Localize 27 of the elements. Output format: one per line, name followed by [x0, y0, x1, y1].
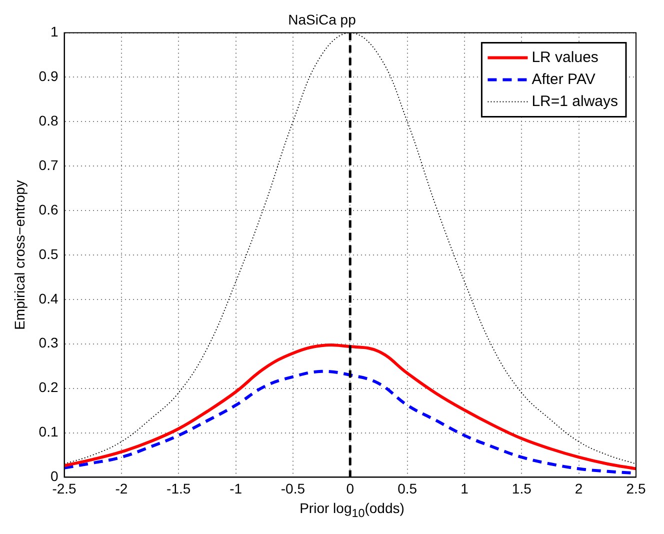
- chart-title: NaSiCa pp: [288, 11, 356, 28]
- y-tick-label: 0.7: [38, 156, 58, 173]
- legend-label: After PAV: [532, 70, 596, 88]
- x-tick-label: -1.5: [166, 480, 191, 496]
- y-tick-label: 0.3: [38, 334, 58, 351]
- y-tick-label: 0.2: [38, 379, 58, 396]
- y-tick-label: 0.8: [38, 112, 58, 129]
- y-tick-label: 0.9: [38, 68, 58, 84]
- line-series: [64, 344, 636, 470]
- y-axis-title: Empirical cross−entropy: [11, 180, 28, 330]
- x-axis-title: Prior log$_{10}$(odds): [298, 500, 406, 520]
- y-tick-label: 0.1: [38, 424, 58, 440]
- x-tick-label: 0: [346, 480, 354, 496]
- x-tick-label: -0.5: [280, 480, 306, 496]
- y-tick-label: 0.5: [38, 246, 58, 262]
- x-tick-label: 0.5: [398, 480, 418, 496]
- x-tick-label: 1: [460, 480, 469, 496]
- x-tick-label: 2: [574, 480, 583, 496]
- x-tick-label: 1.5: [512, 480, 532, 496]
- legend-label: LR values: [532, 48, 598, 66]
- x-tick-label: 2.5: [626, 480, 646, 496]
- y-tick-label: 0.4: [38, 290, 58, 306]
- x-tick-label: -2: [115, 480, 128, 496]
- y-tick-label: 1: [50, 24, 58, 40]
- legend-label: LR=1 always: [532, 92, 618, 110]
- x-tick-label: -1: [230, 480, 242, 496]
- y-tick-label: 0.6: [38, 201, 58, 218]
